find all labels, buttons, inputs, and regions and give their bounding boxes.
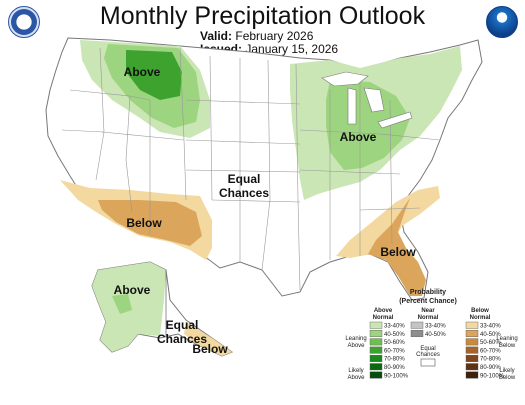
- valid-label: Valid:: [200, 29, 233, 43]
- legend-below-range-6: 90-100%: [480, 373, 505, 379]
- legend: Probability (Percent Chance) Above Norma…: [345, 289, 517, 381]
- label-below-southwest: Below: [126, 216, 162, 230]
- legend-near-swatch-1: [410, 330, 424, 337]
- legend-below-swatch-3: [465, 346, 479, 354]
- legend-leaning-above-2: Above: [347, 343, 365, 349]
- legend-above-range-2: 50-60%: [384, 340, 405, 346]
- legend-above-range-4: 70-80%: [384, 357, 405, 363]
- legend-equal-swatch: [420, 358, 436, 367]
- below-alaska-light: [184, 322, 232, 356]
- legend-near-range-0: 33-40%: [425, 324, 446, 330]
- below-southeast-light: [336, 186, 440, 258]
- legend-equal-1: Equal: [420, 346, 435, 352]
- legend-above-swatch-2: [369, 338, 383, 346]
- legend-likely-above-2: Above: [347, 375, 365, 381]
- above-alaska-mid: [112, 294, 132, 314]
- legend-above-header-1: Above: [374, 308, 393, 314]
- legend-above-swatch-3: [369, 346, 383, 354]
- legend-above-swatch-6: [369, 371, 383, 379]
- legend-likely-above-1: Likely: [348, 368, 363, 374]
- legend-title-2: (Percent Chance): [399, 298, 457, 305]
- noaa-logo-icon: [486, 6, 518, 38]
- legend-above-range-0: 33-40%: [384, 324, 405, 330]
- legend-leaning-above-1: Leaning: [345, 336, 366, 342]
- legend-below-range-5: 80-90%: [480, 365, 501, 371]
- state-lines: [61, 47, 441, 291]
- legend-above-range-6: 90-100%: [384, 373, 409, 379]
- lake-huron: [363, 87, 385, 113]
- doc-seal-icon: [8, 6, 40, 38]
- label-above-alaska: Above: [114, 283, 151, 297]
- label-below-southeast: Below: [380, 245, 416, 259]
- legend-likely-below-2: Below: [499, 375, 516, 381]
- legend-title-1: Probability: [410, 289, 446, 296]
- legend-near-header-2: Normal: [418, 315, 439, 321]
- legend-above-rows: 33-40% 40-50% 50-60% 60-70% 70-80% 80-90% 90-1…: [369, 321, 409, 379]
- legend-below-swatch-4: [465, 355, 479, 362]
- legend-equal-2: Chances: [416, 352, 440, 358]
- label-equal-alaska-1: Equal: [166, 318, 199, 332]
- legend-above-swatch-0: [369, 321, 383, 329]
- valid-value: February 2026: [235, 29, 314, 43]
- legend-above-range-5: 80-90%: [384, 365, 405, 371]
- legend-below-header-2: Normal: [470, 315, 491, 321]
- legend-below-swatch-1: [465, 330, 479, 337]
- legend-likely-below-1: Likely: [499, 368, 514, 374]
- legend-below-swatch-6: [465, 371, 479, 379]
- legend-above-range-1: 40-50%: [384, 332, 405, 338]
- legend-leaning-below-1: Leaning: [496, 336, 517, 342]
- above-northwest-dark: [126, 50, 182, 100]
- legend-above-swatch-1: [369, 330, 383, 337]
- label-above-greatlakes: Above: [340, 130, 377, 144]
- label-equal-center-2: Chances: [219, 186, 269, 200]
- legend-near-rows: 33-40% 40-50%: [410, 321, 446, 338]
- legend-leaning-below-2: Below: [499, 343, 516, 349]
- legend-near-header-1: Near: [421, 308, 435, 314]
- legend-below-range-3: 60-70%: [480, 348, 501, 354]
- below-southeast-mid: [368, 198, 426, 296]
- lake-superior: [321, 71, 369, 87]
- issued-value: January 15, 2026: [245, 42, 339, 56]
- legend-above-swatch-4: [369, 355, 383, 362]
- page-title: Monthly Precipitation Outlook: [99, 2, 426, 30]
- legend-below-swatch-2: [465, 338, 479, 346]
- legend-above-range-3: 60-70%: [384, 348, 405, 354]
- legend-below-rows: 33-40% 40-50% 50-60% 60-70% 70-80% 80-90% 90-1…: [465, 321, 505, 379]
- legend-near-swatch-0: [410, 321, 424, 329]
- valid-line: Valid: February 2026: [200, 29, 313, 43]
- label-below-alaska: Below: [192, 342, 228, 356]
- lake-michigan: [347, 87, 357, 125]
- legend-below-swatch-0: [465, 321, 479, 329]
- label-equal-center-1: Equal: [228, 172, 261, 186]
- legend-above-header-2: Normal: [373, 315, 394, 321]
- legend-above-swatch-5: [369, 363, 383, 371]
- legend-below-header-1: Below: [471, 308, 489, 314]
- lake-erie: [377, 111, 413, 129]
- legend-below-range-0: 33-40%: [480, 324, 501, 330]
- label-above-northwest: Above: [124, 65, 161, 79]
- legend-near-range-1: 40-50%: [425, 332, 446, 338]
- legend-below-swatch-5: [465, 363, 479, 371]
- legend-below-range-1: 40-50%: [480, 332, 501, 338]
- label-equal-alaska-2: Chances: [157, 332, 207, 346]
- legend-below-range-2: 50-60%: [480, 340, 501, 346]
- above-greatlakes-mid: [326, 80, 410, 170]
- legend-below-range-4: 70-80%: [480, 357, 501, 363]
